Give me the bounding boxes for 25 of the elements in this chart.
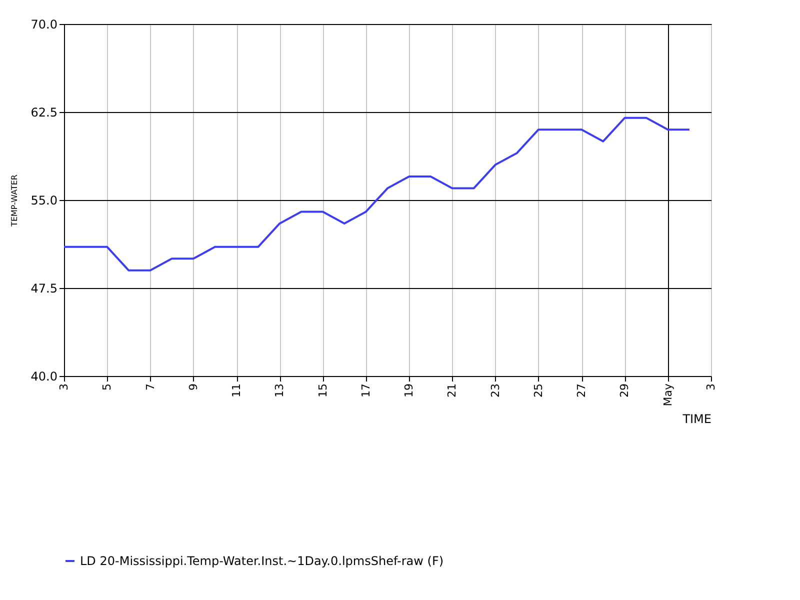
x-tick-label: 13: [273, 384, 286, 398]
x-tick-label: 25: [532, 384, 545, 398]
x-tick-label: 11: [230, 384, 244, 398]
x-tick-label: May: [661, 383, 674, 406]
x-tick-label: 29: [618, 384, 632, 398]
x-tick-label: 15: [316, 384, 330, 398]
y-tick-label: 47.5: [30, 282, 58, 296]
line-series: [63, 116, 690, 272]
x-tick-label: 7: [144, 384, 157, 390]
x-tick-label: 9: [186, 384, 200, 390]
legend-label: LD 20-Mississippi.Temp-Water.Inst.~1Day.0.lpmsShef-raw (F): [80, 554, 444, 568]
y-tick-label: 40.0: [30, 370, 58, 384]
y-axis-title: TEMP-WATER: [10, 174, 19, 228]
x-tick-label: 21: [446, 384, 459, 398]
y-tick-label: 55.0: [30, 194, 58, 208]
x-tick-label: 3: [704, 384, 718, 390]
y-tick-label: 62.5: [30, 106, 58, 120]
x-tick-label: 27: [575, 384, 588, 398]
x-tick-label: 23: [488, 384, 502, 398]
y-tick-label: 70.0: [30, 18, 58, 32]
x-axis-title: TIME: [682, 412, 712, 426]
x-tick-label: 3: [58, 384, 70, 390]
x-tick-label: 17: [359, 384, 372, 398]
x-tick-label: 19: [402, 384, 416, 398]
x-tick-label: 5: [100, 384, 114, 390]
